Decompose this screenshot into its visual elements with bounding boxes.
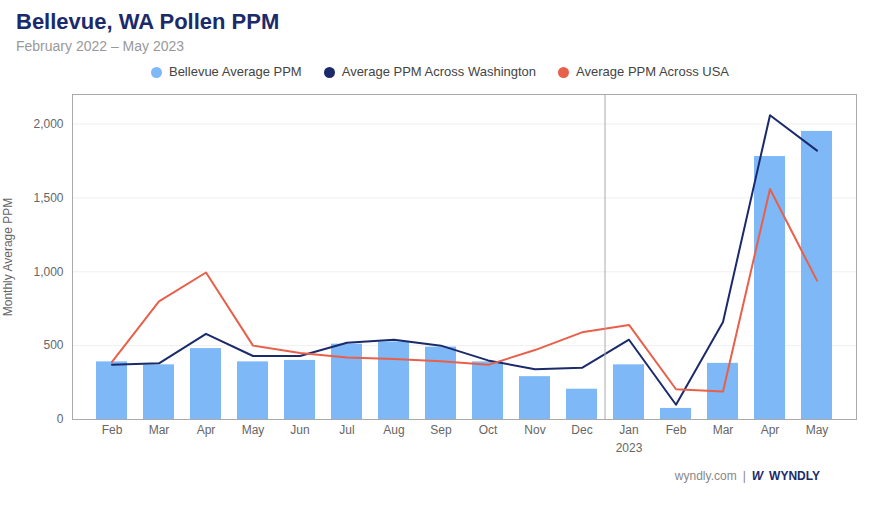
svg-text:2023: 2023 — [616, 441, 643, 455]
svg-text:Sep: Sep — [430, 423, 452, 437]
html-text:February 2022 – May 2023: February 2022 – May 2023 — [16, 38, 185, 54]
svg-text:1,000: 1,000 — [33, 265, 63, 279]
svg-text:Apr: Apr — [197, 423, 216, 437]
svg-text:Nov: Nov — [524, 423, 545, 437]
svg-text:Monthly Average PPM: Monthly Average PPM — [1, 198, 15, 317]
html-text:Average PPM Across Washington: Average PPM Across Washington — [341, 64, 537, 79]
svg-text:Mar: Mar — [149, 423, 170, 437]
svg-text:Jun: Jun — [290, 423, 309, 437]
svg-text:May: May — [242, 423, 265, 437]
svg-text:Apr: Apr — [761, 423, 780, 437]
svg-text:Dec: Dec — [571, 423, 592, 437]
svg-text:Feb: Feb — [666, 423, 687, 437]
svg-text:2,000: 2,000 — [33, 117, 63, 131]
svg-text:Oct: Oct — [479, 423, 498, 437]
html-text:Bellevue, WA Pollen PPM: Bellevue, WA Pollen PPM — [16, 9, 280, 34]
html-text:Average PPM Across USA: Average PPM Across USA — [576, 64, 729, 79]
svg-text:Jan: Jan — [619, 423, 638, 437]
svg-text:Jul: Jul — [339, 423, 354, 437]
html-text:wyndly.com: wyndly.com — [674, 469, 737, 483]
html-text:Bellevue Average PPM: Bellevue Average PPM — [169, 64, 302, 79]
svg-text:1,500: 1,500 — [33, 191, 63, 205]
html-text:W: W — [751, 469, 764, 483]
svg-text:0: 0 — [57, 412, 64, 426]
svg-text:500: 500 — [43, 338, 63, 352]
html-text:WYNDLY: WYNDLY — [769, 469, 820, 483]
svg-text:Feb: Feb — [102, 423, 123, 437]
svg-text:Aug: Aug — [383, 423, 404, 437]
svg-text:Mar: Mar — [713, 423, 734, 437]
svg-text:May: May — [806, 423, 829, 437]
